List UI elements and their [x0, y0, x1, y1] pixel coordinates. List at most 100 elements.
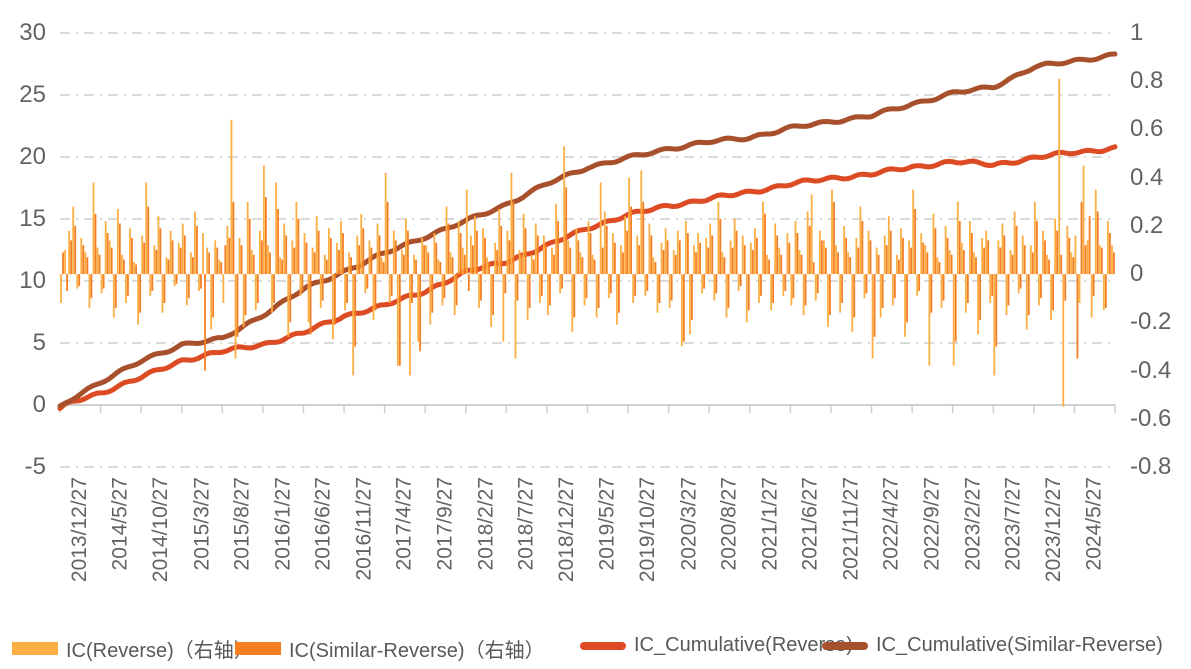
bar: [896, 254, 898, 275]
bar: [469, 235, 472, 275]
bar: [751, 250, 754, 275]
bar: [208, 252, 211, 275]
bar: [674, 254, 677, 275]
x-axis-tick-label: 2022/4/27: [879, 477, 903, 571]
bar: [415, 259, 417, 275]
bar: [423, 245, 426, 275]
x-axis-tick-label: 2019/10/27: [636, 477, 660, 583]
bar: [396, 274, 399, 366]
bar: [563, 146, 566, 275]
bar: [242, 274, 245, 328]
bar: [964, 274, 967, 313]
bar: [60, 274, 62, 303]
bar: [559, 274, 562, 294]
bar: [179, 247, 182, 275]
bar: [502, 274, 505, 342]
bar: [137, 274, 140, 325]
bar: [1078, 274, 1081, 303]
bar: [985, 230, 988, 275]
bar: [662, 250, 665, 275]
bar: [305, 242, 308, 275]
bar: [457, 221, 460, 275]
x-axis-tick-label: 2018/12/27: [555, 477, 579, 583]
bar: [599, 182, 602, 275]
bar: [194, 211, 196, 275]
bar: [263, 165, 265, 275]
bar: [942, 274, 945, 301]
bar: [565, 187, 568, 275]
bar: [471, 245, 474, 275]
bar: [157, 216, 160, 275]
bar: [258, 230, 261, 275]
bar: [226, 225, 229, 275]
bar: [800, 254, 803, 275]
bar: [291, 240, 294, 275]
bar: [425, 245, 428, 275]
bar: [1074, 235, 1077, 275]
bar: [202, 233, 204, 275]
bar: [311, 247, 314, 275]
bar: [1027, 274, 1030, 316]
bar: [540, 274, 543, 296]
bar: [196, 225, 198, 275]
bar: [84, 252, 87, 275]
legend-item-cumulative-similar-reverse: IC_Cumulative(Similar-Reverse): [822, 634, 1163, 657]
bar: [177, 242, 180, 275]
bar: [116, 209, 119, 275]
bar: [932, 213, 935, 275]
bar: [778, 247, 781, 275]
bar: [760, 274, 762, 296]
x-axis-tick-label: 2020/8/27: [717, 477, 741, 571]
bar: [555, 204, 557, 275]
bar: [220, 262, 223, 275]
bar: [1046, 254, 1048, 275]
bar: [1109, 233, 1111, 275]
bar: [668, 274, 671, 308]
bar: [342, 233, 344, 275]
bar: [427, 252, 430, 275]
bar: [764, 213, 766, 275]
bar: [439, 262, 442, 275]
bar: [1113, 252, 1115, 275]
bar: [709, 223, 712, 275]
bar: [755, 237, 758, 275]
bar: [149, 274, 152, 296]
bar: [581, 257, 584, 275]
bar: [1017, 274, 1020, 294]
bar: [981, 237, 984, 275]
bar: [618, 274, 620, 313]
bar: [920, 233, 923, 275]
bar: [634, 274, 637, 296]
bar: [739, 274, 742, 287]
bar: [218, 259, 221, 275]
bar: [827, 274, 829, 328]
bar: [652, 257, 655, 275]
bar: [877, 254, 880, 275]
bar: [522, 213, 525, 275]
bar: [993, 274, 996, 376]
bar: [640, 170, 643, 275]
bar: [772, 274, 775, 303]
bar: [402, 254, 405, 275]
bar: [1096, 211, 1099, 275]
bar: [900, 228, 902, 275]
bar: [936, 257, 939, 275]
x-axis-tick-label: 2016/6/27: [311, 477, 335, 571]
bar: [112, 274, 115, 318]
bar: [595, 274, 598, 318]
bar: [898, 259, 900, 275]
bar: [1040, 274, 1042, 299]
bar: [447, 223, 450, 275]
bar: [607, 274, 610, 299]
bar: [869, 240, 872, 275]
bar: [1052, 274, 1055, 311]
bar: [346, 274, 348, 303]
bar: [210, 274, 213, 330]
bar: [165, 257, 168, 275]
bar: [287, 274, 290, 337]
bar: [934, 228, 937, 275]
bar: [185, 274, 188, 306]
bar: [482, 228, 484, 275]
x-axis-tick-label: 2018/2/27: [474, 477, 498, 571]
bar: [409, 274, 411, 376]
